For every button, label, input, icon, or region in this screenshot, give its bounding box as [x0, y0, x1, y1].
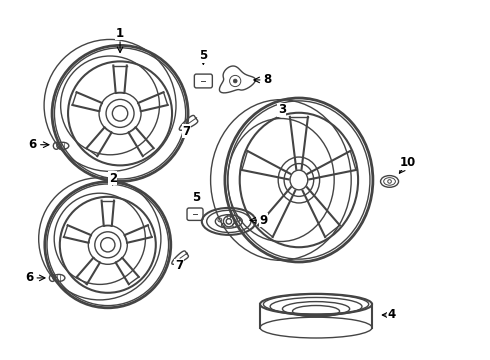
Text: 5: 5 [199, 49, 207, 62]
Text: 6: 6 [29, 138, 37, 151]
Text: 3: 3 [278, 103, 286, 116]
Circle shape [233, 79, 237, 83]
Text: 1: 1 [116, 27, 124, 40]
Text: 4: 4 [388, 309, 396, 321]
Text: 5: 5 [192, 191, 200, 204]
Text: 6: 6 [25, 271, 33, 284]
Text: 7: 7 [175, 259, 183, 272]
Text: 8: 8 [263, 73, 271, 86]
Text: 10: 10 [399, 156, 416, 169]
Text: 9: 9 [260, 214, 268, 227]
Text: 2: 2 [109, 172, 117, 185]
Text: 7: 7 [182, 125, 190, 138]
